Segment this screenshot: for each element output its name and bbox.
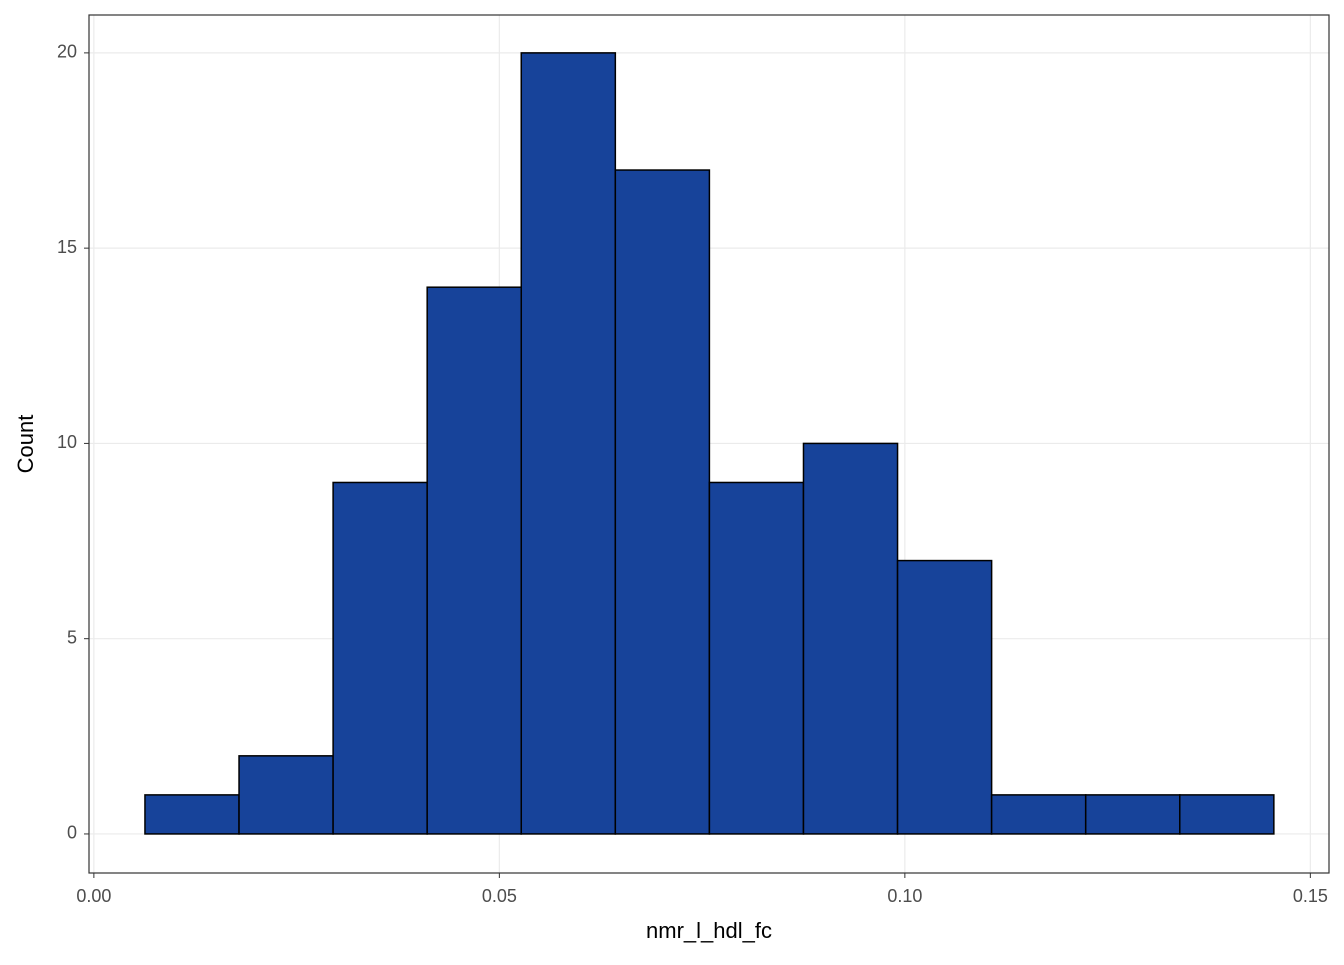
y-tick-label: 15: [57, 237, 77, 257]
bar: [990, 794, 1087, 835]
x-tick-label: 0.10: [887, 886, 922, 906]
bar: [708, 481, 805, 835]
bar: [1179, 794, 1275, 835]
bar: [332, 481, 428, 835]
bar: [520, 52, 617, 835]
bar: [896, 559, 993, 835]
y-tick-label: 20: [57, 42, 77, 62]
panel-border: [88, 14, 1330, 874]
y-tick-label: 5: [67, 627, 77, 647]
y-axis-title: Count: [13, 415, 38, 474]
bar: [614, 169, 711, 835]
x-tick-label: 0.00: [76, 886, 111, 906]
bar: [144, 794, 240, 835]
x-tick-label: 0.05: [482, 886, 517, 906]
y-tick-label: 10: [57, 432, 77, 452]
bar: [426, 286, 523, 835]
y-tick-label: 0: [67, 823, 77, 843]
x-axis-title: nmr_l_hdl_fc: [646, 918, 772, 943]
bar: [1084, 794, 1181, 835]
bar: [238, 755, 334, 835]
x-tick-label: 0.15: [1293, 886, 1328, 906]
bar: [802, 442, 899, 835]
